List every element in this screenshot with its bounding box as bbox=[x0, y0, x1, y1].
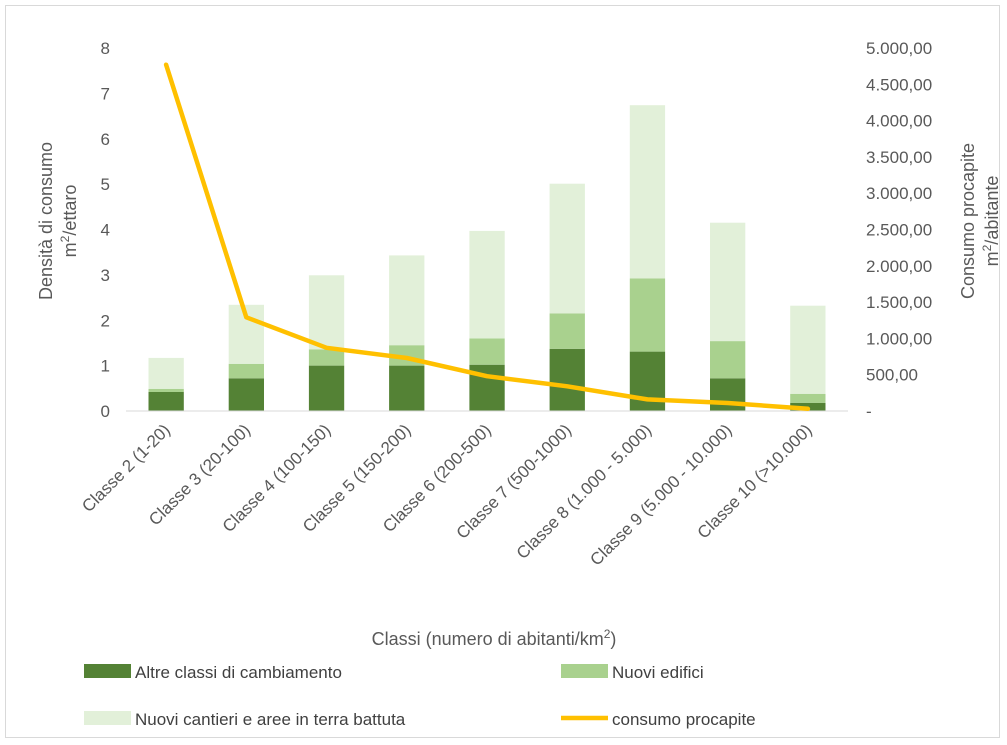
y-tick-label: 4 bbox=[101, 221, 110, 240]
bar-nuovi-edifici-8 bbox=[629, 278, 666, 352]
bar-nuovi-cantieri-7 bbox=[549, 183, 585, 314]
y-tick-label: 1 bbox=[101, 357, 110, 376]
bar-nuovi-cantieri-9 bbox=[710, 222, 746, 342]
x-axis-title: Classi (numero di abitanti/km2) bbox=[372, 627, 617, 649]
legend-label-nuovi-edifici: Nuovi edifici bbox=[612, 663, 704, 682]
y-tick-label: 2 bbox=[101, 311, 110, 330]
bar-nuovi-cantieri-2 bbox=[148, 357, 184, 389]
y2-tick-label: 3.000,00 bbox=[866, 184, 932, 203]
legend: Altre classi di cambiamento Nuovi edific… bbox=[84, 663, 756, 729]
bar-nuovi-cantieri-10 bbox=[790, 305, 826, 394]
y2-tick-label: 2.000,00 bbox=[866, 257, 932, 276]
y2-tick-label: 4.500,00 bbox=[866, 75, 932, 94]
x-axis-ticks: Classe 2 (1-20)Classe 3 (20-100)Classe 4… bbox=[78, 420, 815, 569]
y2-axis-ticks: - 500,00 1.000,00 1.500,00 2.000,00 2.500,00 3… bbox=[866, 39, 932, 421]
legend-swatch-nuovi-edifici bbox=[561, 664, 608, 678]
y-tick-label: 0 bbox=[101, 402, 110, 421]
bar-nuovi-edifici-6 bbox=[469, 338, 505, 365]
y-tick-label: 6 bbox=[101, 130, 110, 149]
legend-label-nuovi-cantieri: Nuovi cantieri e aree in terra battuta bbox=[135, 710, 406, 729]
bar-nuovi-edifici-3 bbox=[228, 363, 264, 379]
y2-tick-label: 1.500,00 bbox=[866, 293, 932, 312]
bar-altre-classi-3 bbox=[228, 378, 264, 411]
bar-nuovi-cantieri-8 bbox=[629, 105, 666, 279]
combo-chart: 0 1 2 3 4 5 6 7 8 - 500,00 1.000,00 1.500,00 2.000,0… bbox=[36, 39, 1001, 729]
bar-nuovi-cantieri-4 bbox=[308, 275, 345, 350]
y-axis-ticks: 0 1 2 3 4 5 6 7 8 bbox=[101, 39, 110, 421]
bar-nuovi-cantieri-5 bbox=[389, 255, 425, 346]
bar-altre-classi-7 bbox=[549, 348, 585, 411]
y2-tick-label: 4.000,00 bbox=[866, 112, 932, 131]
y-axis-title: Densità di consumo bbox=[36, 142, 56, 300]
legend-label-altre-classi: Altre classi di cambiamento bbox=[135, 663, 342, 682]
y2-axis-title-unit: m2/abitante bbox=[980, 176, 1001, 267]
y2-axis-title: Consumo procapite bbox=[958, 143, 978, 299]
legend-label-consumo-procapite: consumo procapite bbox=[612, 710, 756, 729]
y2-tick-label: 500,00 bbox=[866, 366, 918, 385]
bar-nuovi-edifici-10 bbox=[790, 393, 826, 403]
y-axis-title-unit: m2/ettaro bbox=[58, 185, 80, 258]
legend-swatch-nuovi-cantieri bbox=[84, 711, 131, 725]
y-tick-label: 5 bbox=[101, 175, 110, 194]
y2-tick-label: 5.000,00 bbox=[866, 39, 932, 58]
y2-tick-label: - bbox=[866, 402, 872, 421]
legend-swatch-altre-classi bbox=[84, 664, 131, 678]
y2-tick-label: 3.500,00 bbox=[866, 148, 932, 167]
bar-nuovi-edifici-7 bbox=[549, 313, 585, 349]
bar-altre-classi-2 bbox=[148, 391, 184, 411]
bar-nuovi-edifici-2 bbox=[148, 388, 184, 392]
chart-frame: 0 1 2 3 4 5 6 7 8 - 500,00 1.000,00 1.500,00 2.000,0… bbox=[5, 5, 1001, 738]
bar-altre-classi-5 bbox=[389, 365, 425, 411]
x-tick-label: Classe 9 (5.000 - 10.000) bbox=[586, 420, 735, 569]
x-tick-label: Classe 8 (1.000 - 5.000) bbox=[513, 420, 655, 562]
y-tick-label: 8 bbox=[101, 39, 110, 58]
y-tick-label: 3 bbox=[101, 266, 110, 285]
y2-tick-label: 1.000,00 bbox=[866, 329, 932, 348]
bar-nuovi-cantieri-6 bbox=[469, 230, 505, 339]
line-series-consumo-procapite bbox=[163, 62, 811, 412]
bar-altre-classi-4 bbox=[308, 365, 345, 411]
y-tick-label: 7 bbox=[101, 84, 110, 103]
bar-series-group bbox=[148, 105, 826, 411]
bar-nuovi-edifici-9 bbox=[710, 341, 746, 379]
y2-tick-label: 2.500,00 bbox=[866, 221, 932, 240]
bar-nuovi-edifici-4 bbox=[308, 349, 345, 366]
